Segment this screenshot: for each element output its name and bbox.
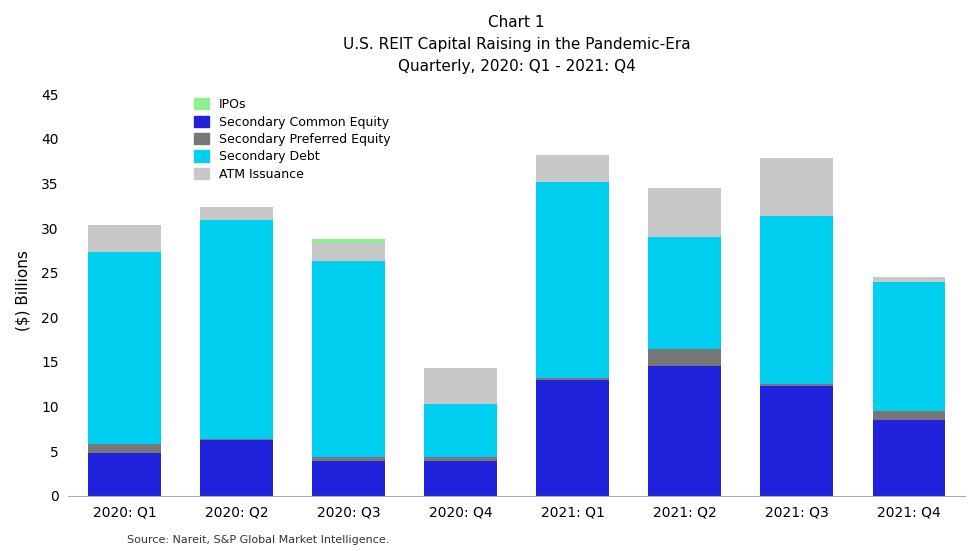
- Bar: [872, 411, 946, 420]
- Bar: [760, 159, 833, 217]
- Bar: [88, 444, 161, 453]
- Bar: [424, 461, 497, 496]
- Bar: [313, 457, 385, 461]
- Title: Chart 1
U.S. REIT Capital Raising in the Pandemic-Era
Quarterly, 2020: Q1 - 2021: Chart 1 U.S. REIT Capital Raising in the…: [343, 15, 691, 74]
- Bar: [200, 220, 273, 439]
- Text: Source: Nareit, S&P Global Market Intelligence.: Source: Nareit, S&P Global Market Intell…: [127, 536, 390, 545]
- Bar: [649, 349, 721, 366]
- Bar: [760, 217, 833, 384]
- Bar: [200, 439, 273, 440]
- Bar: [88, 453, 161, 496]
- Bar: [424, 404, 497, 457]
- Bar: [424, 457, 497, 461]
- Bar: [872, 282, 946, 411]
- Bar: [872, 277, 946, 282]
- Bar: [536, 155, 610, 182]
- Bar: [313, 243, 385, 261]
- Bar: [872, 420, 946, 496]
- Bar: [313, 461, 385, 496]
- Bar: [313, 261, 385, 457]
- Bar: [536, 378, 610, 380]
- Bar: [200, 207, 273, 220]
- Bar: [200, 440, 273, 496]
- Bar: [88, 252, 161, 444]
- Bar: [649, 366, 721, 496]
- Bar: [760, 386, 833, 496]
- Bar: [649, 237, 721, 349]
- Bar: [88, 225, 161, 252]
- Bar: [424, 368, 497, 404]
- Legend: IPOs, Secondary Common Equity, Secondary Preferred Equity, Secondary Debt, ATM I: IPOs, Secondary Common Equity, Secondary…: [191, 96, 393, 183]
- Bar: [760, 384, 833, 386]
- Bar: [536, 380, 610, 496]
- Y-axis label: ($) Billions: ($) Billions: [15, 250, 30, 331]
- Bar: [313, 239, 385, 243]
- Bar: [649, 188, 721, 237]
- Bar: [536, 182, 610, 378]
